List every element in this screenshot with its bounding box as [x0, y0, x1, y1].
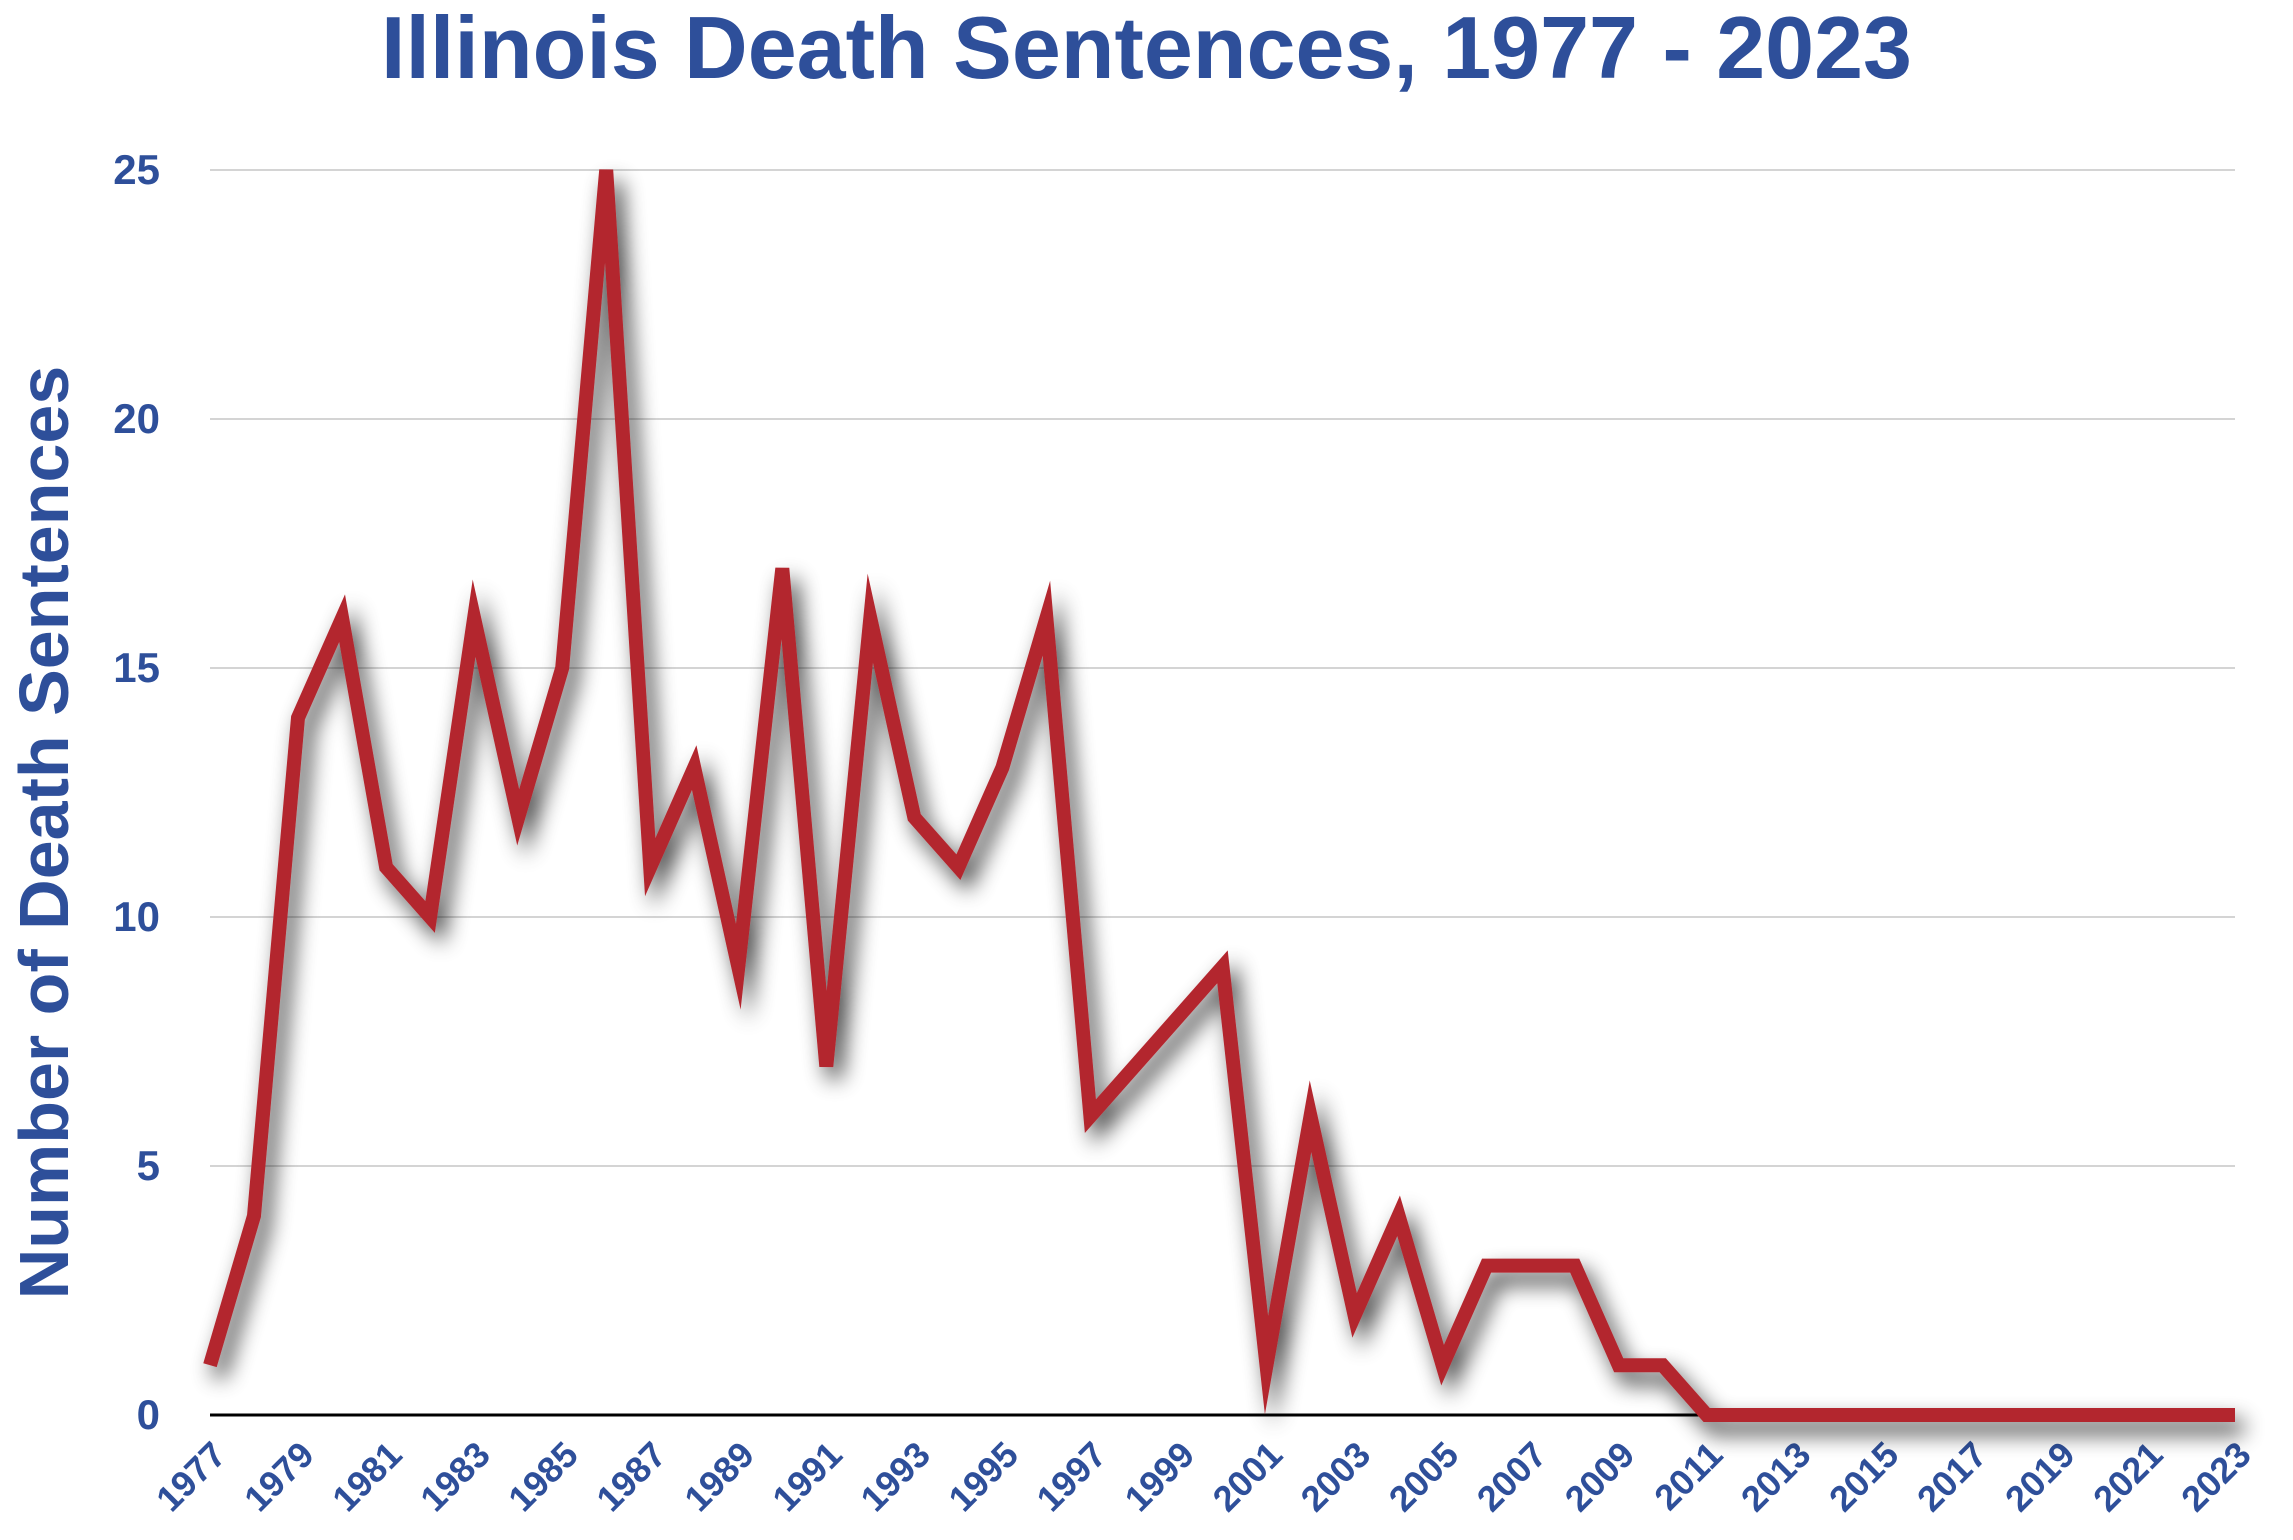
- data-point: [1794, 1414, 1796, 1416]
- data-point: [1486, 1265, 1488, 1267]
- data-point: [2190, 1414, 2192, 1416]
- data-point: [737, 966, 739, 968]
- data-point: [1310, 1115, 1312, 1117]
- data-point: [1222, 966, 1224, 968]
- x-tick-label: 2001: [1205, 1434, 1291, 1520]
- y-tick-label: 15: [113, 644, 160, 691]
- data-point: [1442, 1364, 1444, 1366]
- data-point: [1045, 617, 1047, 619]
- x-tick-label: 2021: [2085, 1434, 2171, 1520]
- x-tick-label: 1979: [236, 1434, 322, 1520]
- data-point: [957, 866, 959, 868]
- y-tick-labels: 0 5 10 15 20 25: [113, 146, 160, 1438]
- data-point: [1001, 767, 1003, 769]
- data-point: [869, 617, 871, 619]
- data-point: [253, 1215, 255, 1217]
- x-tick-label: 2007: [1469, 1434, 1555, 1520]
- x-tick-label: 2003: [1293, 1434, 1379, 1520]
- data-point: [517, 816, 519, 818]
- x-tick-label: 1993: [852, 1434, 938, 1520]
- data-point: [1750, 1414, 1752, 1416]
- data-point: [1662, 1364, 1664, 1366]
- chart-title: Illinois Death Sentences, 1977 - 2023: [381, 0, 1912, 97]
- x-tick-labels: 1977 1979 1981 1983 1985 1987 1989 1991 1993 1995…: [148, 1434, 2259, 1520]
- x-tick-label: 2023: [2173, 1434, 2259, 1520]
- x-tick-label: 1997: [1028, 1434, 1114, 1520]
- x-tick-label: 1991: [764, 1434, 850, 1520]
- data-point: [1177, 1016, 1179, 1018]
- data-point: [2014, 1414, 2016, 1416]
- gridlines: [210, 169, 2235, 1167]
- x-tick-label: 2011: [1646, 1434, 1730, 1518]
- series-line: [203, 169, 2235, 1422]
- x-tick-label: 2017: [1909, 1434, 1995, 1520]
- data-point: [605, 169, 607, 171]
- x-tick-label: 1999: [1117, 1434, 1203, 1520]
- data-point: [2146, 1414, 2148, 1416]
- x-tick-label: 1995: [940, 1434, 1026, 1520]
- y-axis-label: Number of Death Sentences: [5, 366, 83, 1300]
- data-point: [1089, 1115, 1091, 1117]
- x-tick-label: 1981: [324, 1434, 410, 1520]
- y-tick-label: 20: [113, 395, 160, 442]
- data-point: [429, 916, 431, 918]
- data-point: [473, 617, 475, 619]
- data-point: [1398, 1215, 1400, 1217]
- x-tick-label: 2005: [1381, 1434, 1467, 1520]
- data-point: [1970, 1414, 1972, 1416]
- data-point: [2234, 1414, 2236, 1416]
- data-point: [2102, 1414, 2104, 1416]
- data-point: [693, 767, 695, 769]
- data-point: [1266, 1364, 1268, 1366]
- data-point: [1706, 1414, 1708, 1416]
- data-point: [1574, 1265, 1576, 1267]
- data-point: [1618, 1364, 1620, 1366]
- data-point: [297, 717, 299, 719]
- x-tick-label: 2009: [1557, 1434, 1643, 1520]
- y-tick-label: 10: [113, 893, 160, 940]
- data-point: [1882, 1414, 1884, 1416]
- x-tick-label: 1985: [500, 1434, 586, 1520]
- x-tick-label: 2015: [1821, 1434, 1907, 1520]
- data-point: [561, 667, 563, 669]
- data-point: [1926, 1414, 1928, 1416]
- data-point: [341, 617, 343, 619]
- y-tick-label: 5: [137, 1142, 160, 1189]
- y-tick-label: 0: [137, 1391, 160, 1438]
- data-point: [2058, 1414, 2060, 1416]
- x-tick-label: 2013: [1733, 1434, 1819, 1520]
- data-point: [209, 1364, 211, 1366]
- data-point: [1354, 1314, 1356, 1316]
- data-point: [649, 866, 651, 868]
- data-point: [1530, 1265, 1532, 1267]
- data-point: [1838, 1414, 1840, 1416]
- x-tick-label: 1989: [676, 1434, 762, 1520]
- y-tick-label: 25: [113, 146, 160, 193]
- x-tick-label: 1987: [588, 1434, 674, 1520]
- data-point: [825, 1065, 827, 1067]
- x-tick-label: 1977: [148, 1434, 234, 1520]
- data-point: [781, 567, 783, 569]
- x-tick-label: 1983: [412, 1434, 498, 1520]
- x-tick-label: 2019: [1997, 1434, 2083, 1520]
- data-point: [913, 816, 915, 818]
- data-point: [1133, 1065, 1135, 1067]
- data-point: [385, 866, 387, 868]
